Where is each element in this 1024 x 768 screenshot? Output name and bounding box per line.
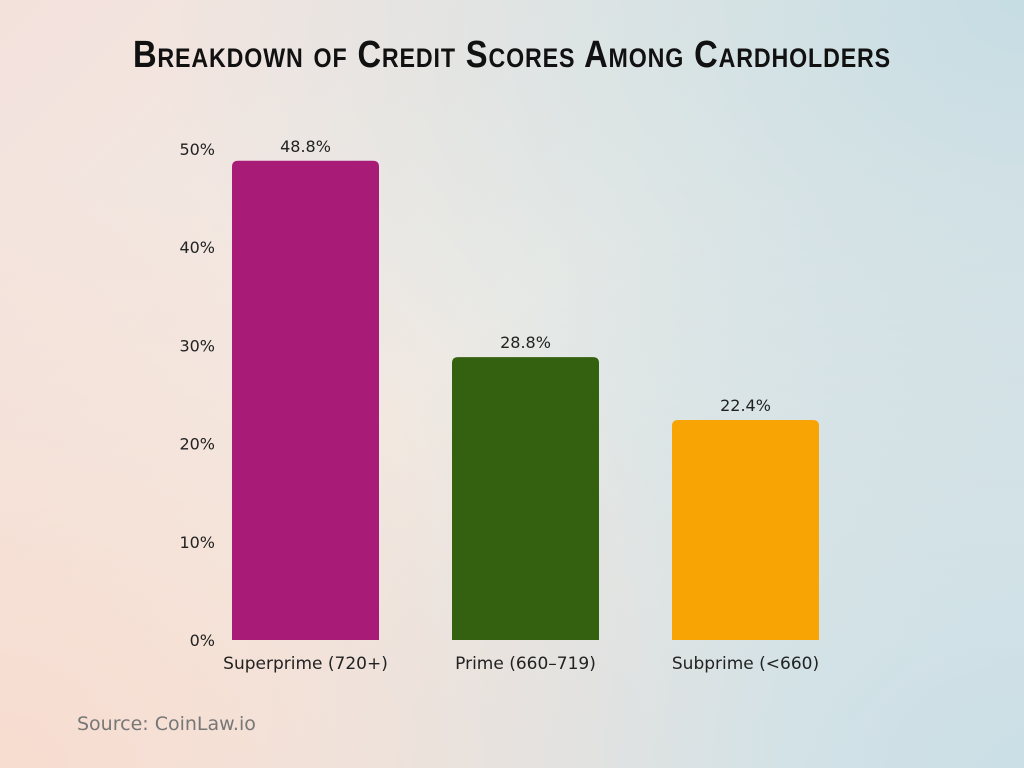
data-label: 48.8% — [280, 137, 331, 156]
x-tick-label: Subprime (<660) — [672, 654, 819, 674]
bar — [672, 420, 819, 640]
y-tick-label: 30% — [179, 336, 215, 355]
chart-title: Breakdown of Credit Scores Among Cardhol… — [132, 34, 892, 76]
y-tick-label: 10% — [179, 533, 215, 552]
y-tick-label: 0% — [190, 631, 215, 650]
data-label: 22.4% — [720, 396, 771, 415]
y-tick-label: 20% — [179, 435, 215, 454]
bar — [232, 160, 379, 640]
y-tick-label: 50% — [179, 140, 215, 159]
data-label: 28.8% — [500, 333, 551, 352]
x-tick-label: Superprime (720+) — [223, 654, 388, 674]
source-note: Source: CoinLaw.io — [77, 713, 256, 735]
y-tick-label: 40% — [179, 238, 215, 257]
bar — [452, 357, 599, 640]
x-tick-label: Prime (660–719) — [455, 654, 596, 674]
